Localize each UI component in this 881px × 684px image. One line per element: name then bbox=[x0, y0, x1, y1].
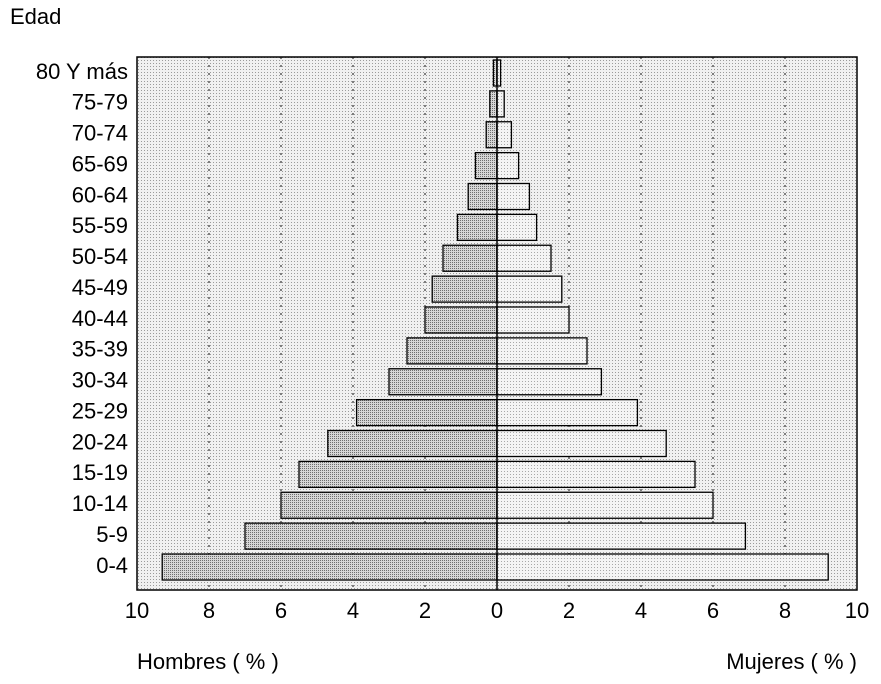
bar bbox=[442, 244, 498, 272]
y-tick-label: 75-79 bbox=[72, 90, 128, 115]
y-tick-label: 80 Y más bbox=[36, 59, 128, 84]
y-tick-label: 35-39 bbox=[72, 337, 128, 362]
bar bbox=[280, 491, 498, 519]
bar bbox=[424, 306, 498, 334]
y-tick-label: 30-34 bbox=[72, 368, 128, 393]
bar bbox=[431, 275, 498, 303]
chart-title: Edad bbox=[10, 4, 61, 29]
bar bbox=[467, 182, 498, 211]
bar bbox=[496, 553, 829, 581]
plot-border bbox=[136, 56, 858, 591]
x-tick-label: 8 bbox=[779, 598, 791, 623]
y-tick-label: 15-19 bbox=[72, 460, 128, 485]
y-tick-label: 50-54 bbox=[72, 244, 128, 269]
y-tick-label: 65-69 bbox=[72, 151, 128, 176]
x-tick-label: 10 bbox=[125, 598, 149, 623]
y-tick-label: 55-59 bbox=[72, 213, 128, 238]
bar bbox=[496, 244, 552, 272]
y-tick-label: 20-24 bbox=[72, 429, 128, 454]
bar bbox=[496, 306, 570, 334]
x-tick-label: 2 bbox=[563, 598, 575, 623]
y-tick-label: 25-29 bbox=[72, 398, 128, 423]
bar bbox=[496, 151, 520, 180]
bar bbox=[496, 121, 513, 149]
x-tick-label: 0 bbox=[491, 598, 503, 623]
y-tick-label: 45-49 bbox=[72, 275, 128, 300]
bar bbox=[355, 398, 498, 427]
y-tick-label: 5-9 bbox=[96, 522, 128, 547]
bar bbox=[496, 182, 531, 211]
bar bbox=[406, 337, 498, 365]
bar bbox=[474, 151, 498, 180]
bar bbox=[496, 460, 696, 489]
bar bbox=[496, 491, 714, 519]
bar bbox=[388, 368, 498, 396]
bar bbox=[496, 522, 747, 550]
y-tick-label: 60-64 bbox=[72, 182, 128, 207]
bar bbox=[496, 90, 505, 118]
bar bbox=[496, 337, 588, 365]
bar bbox=[489, 90, 498, 118]
y-tick-label: 10-14 bbox=[72, 491, 128, 516]
x-tick-label: 2 bbox=[419, 598, 431, 623]
bar bbox=[496, 398, 639, 427]
x-tick-label: 4 bbox=[635, 598, 647, 623]
x-tick-label: 4 bbox=[347, 598, 359, 623]
bar bbox=[161, 553, 498, 581]
bar bbox=[298, 460, 498, 489]
bar bbox=[496, 368, 603, 396]
bar bbox=[244, 522, 498, 550]
bar bbox=[496, 429, 667, 458]
bar bbox=[456, 213, 498, 242]
bar bbox=[496, 213, 538, 242]
bar bbox=[496, 275, 563, 303]
y-tick-label: 70-74 bbox=[72, 121, 128, 146]
x-axis-label-left: Hombres ( % ) bbox=[137, 649, 279, 674]
x-tick-label: 6 bbox=[275, 598, 287, 623]
y-tick-label: 0-4 bbox=[96, 553, 128, 578]
x-axis-label-right: Mujeres ( % ) bbox=[726, 649, 857, 674]
x-tick-label: 8 bbox=[203, 598, 215, 623]
bar bbox=[485, 121, 498, 149]
x-tick-label: 10 bbox=[845, 598, 869, 623]
x-tick-label: 6 bbox=[707, 598, 719, 623]
y-tick-label: 40-44 bbox=[72, 306, 128, 331]
bar bbox=[327, 429, 498, 458]
